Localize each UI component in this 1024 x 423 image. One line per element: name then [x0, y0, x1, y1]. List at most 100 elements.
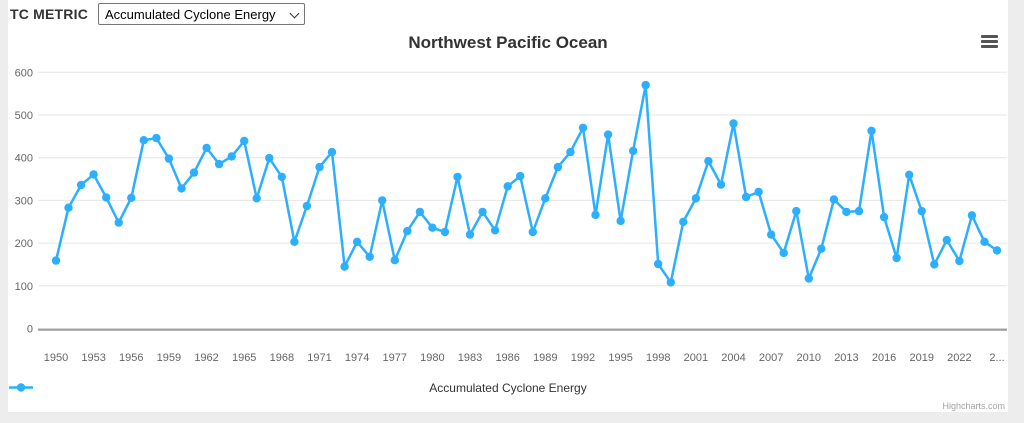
- data-point[interactable]: [854, 206, 864, 216]
- data-point[interactable]: [792, 206, 801, 216]
- data-point[interactable]: [102, 193, 111, 202]
- data-point[interactable]: [252, 194, 261, 203]
- data-point[interactable]: [892, 253, 901, 263]
- data-point[interactable]: [453, 172, 462, 182]
- data-point[interactable]: [478, 207, 487, 217]
- x-axis-label: 1971: [307, 352, 331, 364]
- data-point[interactable]: [240, 136, 249, 146]
- data-point[interactable]: [528, 227, 537, 237]
- data-point[interactable]: [679, 217, 688, 226]
- data-point[interactable]: [164, 154, 174, 163]
- data-point[interactable]: [917, 206, 926, 216]
- data-point[interactable]: [578, 123, 588, 132]
- x-axis-label: 1980: [420, 352, 444, 364]
- data-point[interactable]: [591, 210, 600, 220]
- data-point[interactable]: [365, 252, 374, 261]
- data-point[interactable]: [654, 259, 663, 269]
- y-axis-label: 200: [15, 238, 33, 250]
- data-point[interactable]: [428, 223, 437, 232]
- metric-select[interactable]: Accumulated Cyclone Energy: [98, 3, 306, 25]
- x-axis-label: 2001: [684, 352, 708, 364]
- data-point[interactable]: [867, 126, 876, 135]
- x-axis-label: 1956: [119, 352, 143, 364]
- legend-item[interactable]: Accumulated Cyclone Energy: [8, 381, 1008, 395]
- menu-bar: [981, 40, 998, 43]
- data-point[interactable]: [779, 248, 788, 258]
- data-point[interactable]: [277, 172, 286, 182]
- data-point[interactable]: [992, 246, 1002, 255]
- data-point[interactable]: [641, 80, 650, 90]
- data-point[interactable]: [905, 170, 914, 179]
- legend-label: Accumulated Cyclone Energy: [429, 381, 587, 395]
- data-point[interactable]: [315, 162, 324, 172]
- data-point[interactable]: [202, 143, 211, 153]
- data-point[interactable]: [716, 180, 726, 189]
- data-point[interactable]: [616, 216, 625, 226]
- data-point[interactable]: [741, 192, 751, 202]
- data-point[interactable]: [503, 182, 512, 191]
- chevron-down-icon: [289, 8, 300, 18]
- data-point[interactable]: [516, 171, 525, 181]
- x-axis-label: 1965: [232, 352, 256, 364]
- y-axis-label: 300: [15, 195, 33, 207]
- data-point[interactable]: [942, 235, 951, 245]
- series-line: [54, 83, 999, 284]
- data-point[interactable]: [114, 218, 123, 227]
- data-point[interactable]: [967, 211, 977, 220]
- data-point[interactable]: [51, 256, 61, 265]
- data-point[interactable]: [955, 256, 964, 266]
- x-axis-label: 1995: [608, 352, 632, 364]
- data-point[interactable]: [804, 274, 813, 283]
- data-point[interactable]: [879, 212, 889, 222]
- x-axis-label: 1962: [194, 352, 218, 364]
- y-axis-label: 600: [15, 67, 33, 79]
- data-point[interactable]: [553, 162, 563, 172]
- data-point[interactable]: [704, 156, 713, 166]
- data-point[interactable]: [729, 119, 738, 128]
- data-point[interactable]: [340, 262, 349, 271]
- data-point[interactable]: [327, 147, 337, 157]
- data-point[interactable]: [817, 244, 826, 253]
- data-point[interactable]: [177, 184, 186, 193]
- data-point[interactable]: [566, 147, 575, 157]
- data-point[interactable]: [490, 226, 500, 235]
- x-axis-label: 2007: [759, 352, 783, 364]
- data-point[interactable]: [842, 207, 851, 217]
- data-point[interactable]: [403, 226, 412, 236]
- data-point[interactable]: [603, 130, 613, 139]
- data-point[interactable]: [214, 159, 224, 169]
- data-point[interactable]: [440, 227, 450, 237]
- data-point[interactable]: [465, 230, 475, 239]
- hamburger-menu-icon[interactable]: [981, 35, 998, 48]
- data-point[interactable]: [666, 278, 675, 287]
- data-point[interactable]: [415, 207, 425, 217]
- data-point[interactable]: [352, 237, 362, 246]
- data-point[interactable]: [290, 237, 299, 246]
- highcharts-credit[interactable]: Highcharts.com: [942, 401, 1005, 411]
- data-point[interactable]: [930, 260, 939, 269]
- menu-bar: [981, 35, 998, 38]
- data-point[interactable]: [76, 180, 86, 190]
- x-axis-label: 2016: [872, 352, 896, 364]
- data-point[interactable]: [265, 153, 274, 163]
- data-point[interactable]: [541, 194, 550, 203]
- data-point[interactable]: [89, 170, 98, 179]
- data-point[interactable]: [829, 195, 839, 204]
- data-point[interactable]: [139, 136, 148, 145]
- data-point[interactable]: [767, 230, 776, 239]
- data-point[interactable]: [302, 201, 312, 211]
- data-point[interactable]: [227, 152, 236, 161]
- y-axis-label: 100: [15, 281, 33, 293]
- data-point[interactable]: [64, 203, 73, 212]
- data-point[interactable]: [691, 194, 701, 203]
- x-axis-label: 1998: [646, 352, 670, 364]
- data-point[interactable]: [754, 187, 763, 197]
- data-point[interactable]: [152, 133, 161, 143]
- data-point[interactable]: [378, 196, 387, 205]
- data-point[interactable]: [980, 237, 989, 246]
- data-point[interactable]: [390, 256, 399, 265]
- data-point[interactable]: [189, 168, 199, 177]
- x-axis-label: 1974: [345, 352, 369, 364]
- data-point[interactable]: [628, 146, 638, 156]
- data-point[interactable]: [127, 193, 136, 202]
